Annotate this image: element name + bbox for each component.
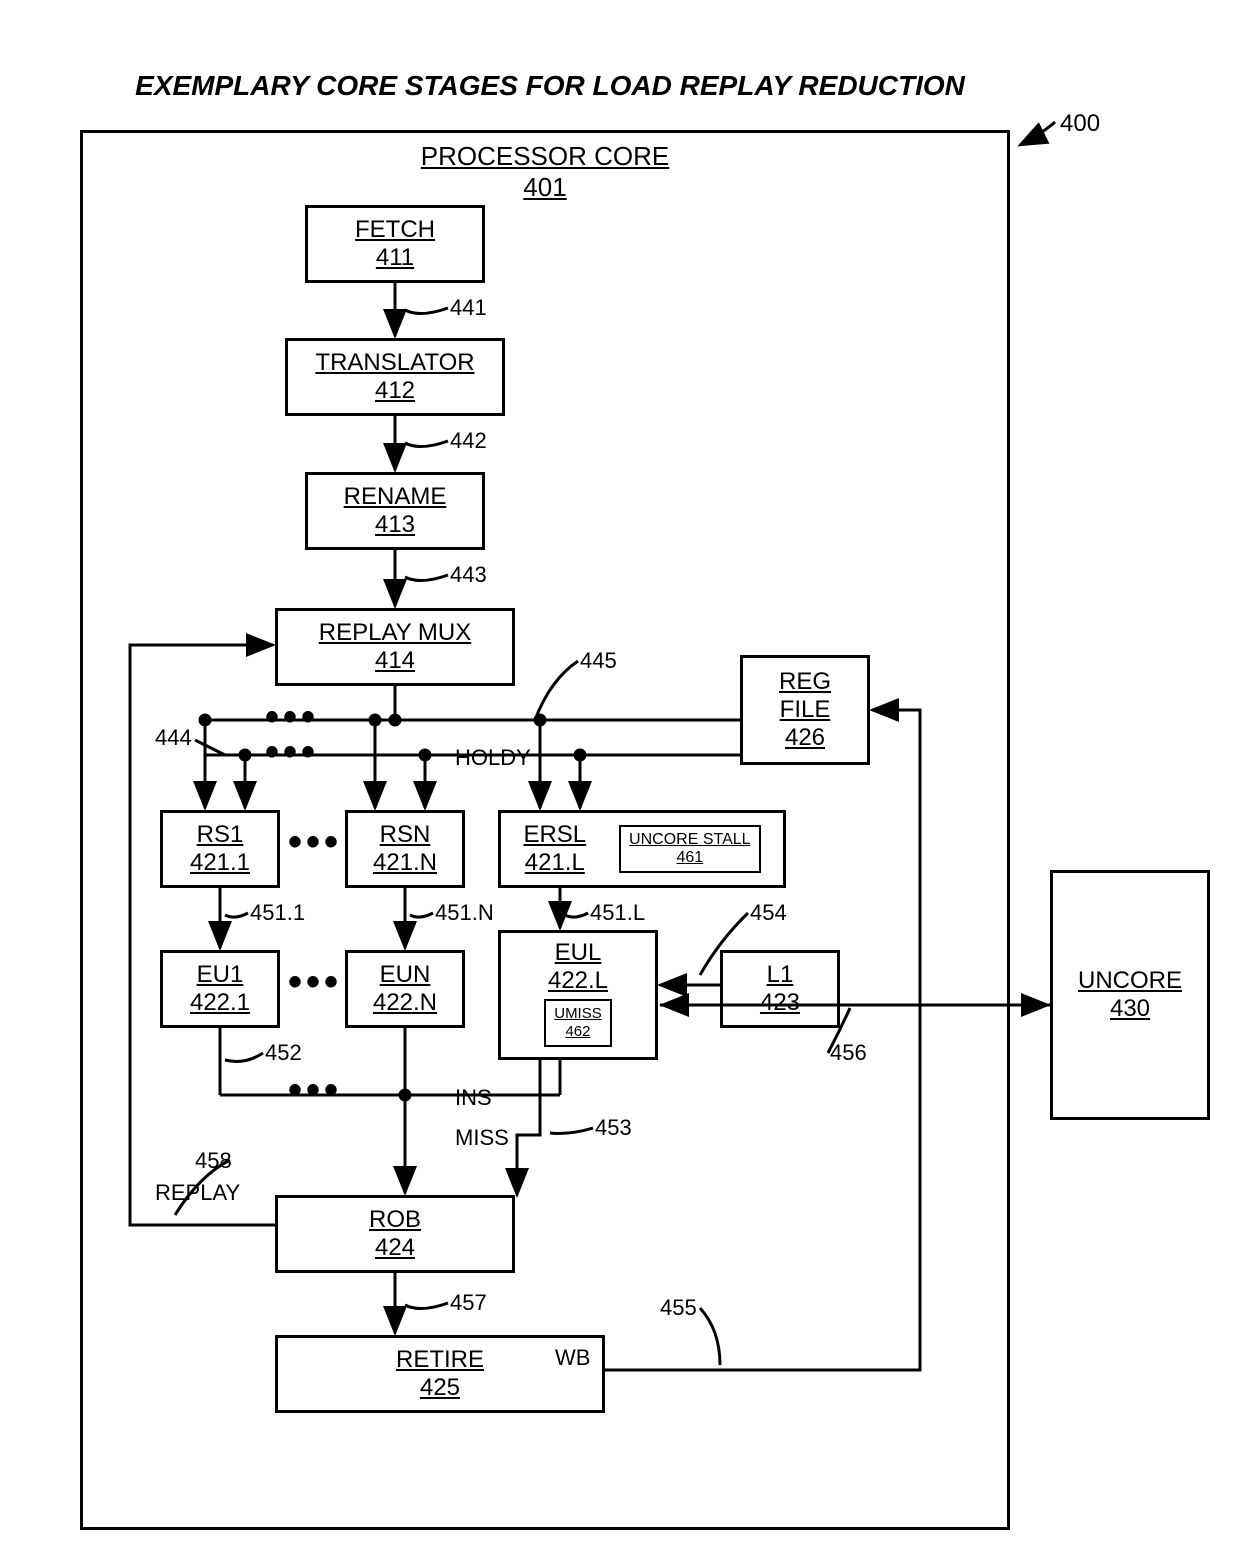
retire-num: 425 — [420, 1374, 460, 1402]
eul-num: 422.L — [548, 967, 608, 995]
eun-block: EUN 422.N — [345, 950, 465, 1028]
umiss-num: 462 — [565, 1023, 590, 1040]
uncore-stall-title: UNCORE STALL — [629, 831, 751, 849]
rs1-num: 421.1 — [190, 849, 250, 877]
rsn-block: RSN 421.N — [345, 810, 465, 888]
core-num: 401 — [523, 172, 566, 202]
fetch-block: FETCH 411 — [305, 205, 485, 283]
rob-num: 424 — [375, 1234, 415, 1262]
ref-456: 456 — [830, 1040, 867, 1066]
umiss-block: UMISS 462 — [544, 999, 612, 1047]
rsn-title: RSN — [380, 821, 431, 849]
wb-label: WB — [555, 1345, 590, 1371]
fetch-title: FETCH — [355, 216, 435, 244]
replaymux-title: REPLAY MUX — [319, 619, 472, 647]
umiss-title: UMISS — [554, 1005, 602, 1022]
dots-ins: ••• — [288, 1068, 342, 1113]
regfile-num: 426 — [785, 724, 825, 752]
ref-400: 400 — [1060, 110, 1100, 138]
ref-457: 457 — [450, 1290, 487, 1316]
eu1-num: 422.1 — [190, 989, 250, 1017]
uncore-title: UNCORE — [1078, 967, 1182, 995]
ref-451-1: 451.1 — [250, 900, 305, 926]
l1-num: 423 — [760, 989, 800, 1017]
eul-block: EUL 422.L UMISS 462 — [498, 930, 658, 1060]
ersl-block: ERSL 421.L UNCORE STALL 461 — [498, 810, 786, 888]
dots-rs: ••• — [288, 820, 342, 865]
rename-title: RENAME — [344, 483, 447, 511]
ref-452: 452 — [265, 1040, 302, 1066]
retire-title: RETIRE — [396, 1346, 484, 1374]
uncore-stall-block: UNCORE STALL 461 — [619, 825, 761, 873]
core-title: PROCESSOR CORE — [421, 141, 670, 171]
eu1-block: EU1 422.1 — [160, 950, 280, 1028]
ins-label: INS — [455, 1085, 492, 1111]
ref-451-l: 451.L — [590, 900, 645, 926]
eu1-title: EU1 — [197, 961, 244, 989]
l1-block: L1 423 — [720, 950, 840, 1028]
fetch-num: 411 — [376, 244, 414, 272]
ref-458: 458 — [195, 1148, 232, 1174]
rs1-title: RS1 — [197, 821, 244, 849]
uncore-block: UNCORE 430 — [1050, 870, 1210, 1120]
rs1-block: RS1 421.1 — [160, 810, 280, 888]
uncore-stall-num: 461 — [629, 849, 751, 867]
rsn-num: 421.N — [373, 849, 437, 877]
l1-title: L1 — [767, 961, 794, 989]
ref-442: 442 — [450, 428, 487, 454]
rename-block: RENAME 413 — [305, 472, 485, 550]
regfile-title1: REG — [779, 668, 831, 696]
rob-block: ROB 424 — [275, 1195, 515, 1273]
regfile-block: REG FILE 426 — [740, 655, 870, 765]
dots-bus2: ••• — [265, 730, 319, 775]
holdy-label: HOLDY — [455, 745, 531, 771]
ref-453: 453 — [595, 1115, 632, 1141]
translator-title: TRANSLATOR — [315, 349, 474, 377]
replaymux-block: REPLAY MUX 414 — [275, 608, 515, 686]
ref-443: 443 — [450, 562, 487, 588]
replaymux-num: 414 — [375, 647, 415, 675]
translator-num: 412 — [375, 377, 415, 405]
ref-445: 445 — [580, 648, 617, 674]
ref-441: 441 — [450, 295, 487, 321]
replay-label: REPLAY — [155, 1180, 240, 1206]
rename-num: 413 — [375, 511, 415, 539]
eul-title: EUL — [555, 939, 602, 967]
rob-title: ROB — [369, 1206, 421, 1234]
ersl-num: 421.L — [525, 849, 585, 877]
eun-title: EUN — [380, 961, 431, 989]
ref-455: 455 — [660, 1295, 697, 1321]
ref-454: 454 — [750, 900, 787, 926]
diagram-title: EXEMPLARY CORE STAGES FOR LOAD REPLAY RE… — [0, 70, 1100, 102]
ersl-title: ERSL — [523, 821, 586, 849]
dots-eu: ••• — [288, 960, 342, 1005]
ref-451-n: 451.N — [435, 900, 494, 926]
regfile-title2: FILE — [780, 696, 831, 724]
miss-label: MISS — [455, 1125, 509, 1151]
uncore-num: 430 — [1110, 995, 1150, 1023]
eun-num: 422.N — [373, 989, 437, 1017]
translator-block: TRANSLATOR 412 — [285, 338, 505, 416]
ref-444: 444 — [155, 725, 192, 751]
